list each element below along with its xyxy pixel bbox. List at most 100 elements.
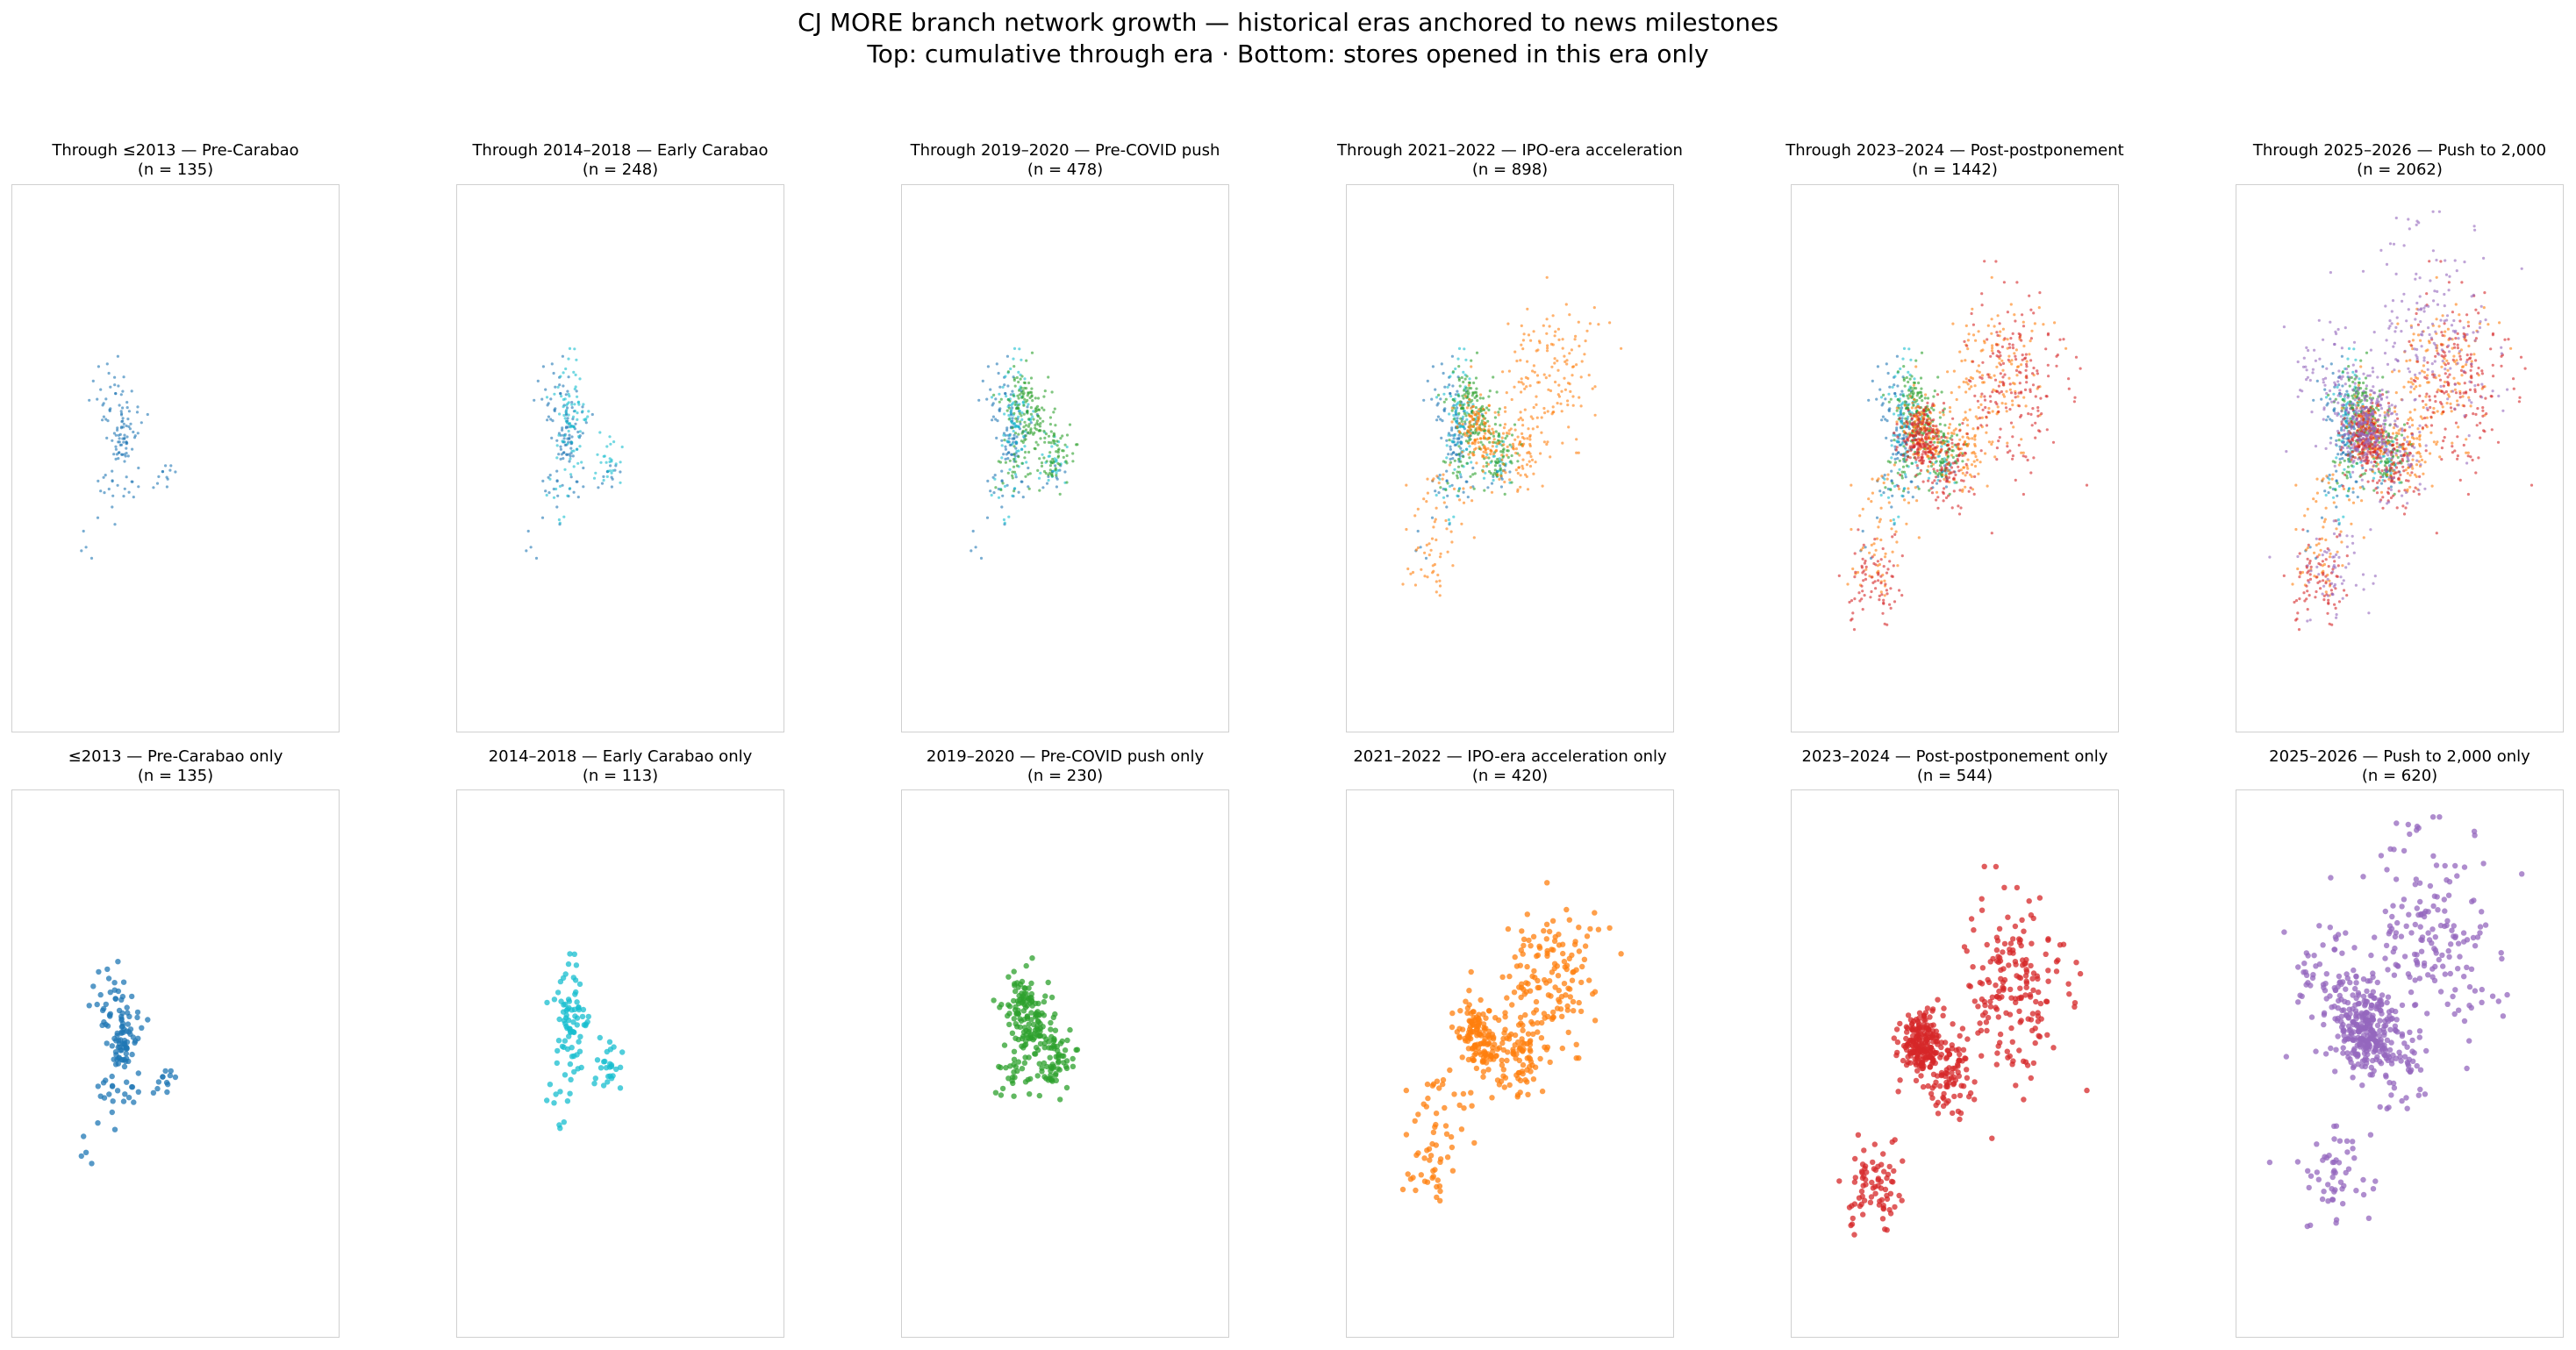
store-point	[1927, 415, 1930, 418]
store-point	[1896, 435, 1900, 439]
store-point	[1474, 406, 1478, 410]
store-point	[1470, 499, 1474, 503]
store-point	[1027, 487, 1031, 490]
store-point	[109, 407, 112, 411]
store-point	[2007, 354, 2011, 358]
store-point	[2465, 354, 2469, 357]
store-point	[2351, 438, 2354, 441]
store-point	[1430, 537, 1435, 540]
store-point	[1893, 432, 1896, 435]
store-point	[1932, 468, 1936, 471]
store-point	[2509, 346, 2513, 350]
store-point	[1999, 427, 2002, 431]
store-point	[2473, 389, 2477, 394]
store-point	[565, 404, 569, 407]
store-point	[2007, 342, 2011, 346]
store-point	[2416, 323, 2420, 326]
store-point	[1534, 461, 1537, 464]
store-point	[1519, 411, 1522, 414]
store-point	[2480, 369, 2484, 373]
store-point	[1528, 460, 1531, 463]
store-point	[2324, 396, 2329, 399]
store-point	[121, 406, 125, 410]
store-point	[2425, 392, 2429, 396]
store-point	[2334, 606, 2337, 611]
store-point	[2422, 472, 2425, 475]
store-point	[1406, 567, 1410, 571]
store-point	[2303, 514, 2307, 518]
store-point	[1466, 430, 1470, 433]
store-point	[1542, 406, 1546, 411]
store-point	[1047, 478, 1050, 482]
store-point	[1477, 412, 1480, 416]
store-point	[1883, 594, 1886, 597]
store-point	[104, 397, 108, 401]
store-point	[1450, 428, 1454, 432]
store-point	[1882, 491, 1885, 495]
store-point	[2454, 391, 2458, 395]
store-point	[1935, 425, 1938, 428]
store-point	[2332, 532, 2336, 536]
store-point	[1437, 491, 1441, 495]
store-point	[1904, 475, 1907, 479]
store-point	[1924, 393, 1928, 396]
store-point	[561, 354, 565, 358]
store-point	[2458, 382, 2461, 386]
store-point	[1889, 397, 1893, 401]
store-point	[1442, 400, 1446, 404]
store-point	[2407, 308, 2410, 311]
store-point	[1890, 456, 1893, 460]
store-point	[123, 460, 126, 463]
store-point	[1885, 436, 1888, 439]
store-point	[2324, 590, 2328, 594]
store-point	[1546, 346, 1549, 350]
store-point	[1452, 487, 1456, 491]
store-point	[1025, 461, 1028, 464]
store-point	[1893, 383, 1896, 387]
store-point	[2013, 352, 2016, 355]
store-point	[2403, 429, 2407, 432]
store-point	[1448, 463, 1451, 467]
store-point	[1921, 433, 1924, 437]
store-point	[80, 549, 83, 553]
store-point	[559, 375, 562, 378]
store-point	[1999, 363, 2002, 367]
store-point	[1458, 425, 1462, 428]
store-point	[2458, 319, 2462, 323]
store-point	[1985, 424, 1989, 427]
store-point	[1878, 594, 1881, 598]
store-point	[582, 485, 585, 489]
top-panel-frame-2	[456, 184, 784, 732]
store-point	[2367, 442, 2371, 446]
store-point	[1000, 444, 1004, 447]
store-point	[1515, 359, 1519, 363]
store-point	[1950, 441, 1954, 445]
store-point	[1911, 424, 1914, 427]
store-point	[2011, 457, 2014, 461]
store-point	[2006, 311, 2009, 314]
store-point	[1912, 414, 1915, 418]
store-point	[2390, 462, 2394, 467]
store-point	[1441, 477, 1444, 481]
store-point	[2296, 611, 2300, 615]
store-point	[1976, 399, 1979, 403]
store-point	[1925, 418, 1928, 422]
store-point	[1488, 431, 1492, 434]
bottom-panel-title-3: 2019–2020 — Pre-COVID push only (n = 230)	[872, 747, 1258, 786]
store-point	[1023, 386, 1027, 390]
store-point	[1937, 471, 1941, 475]
series-2-points	[990, 346, 1069, 525]
store-point	[2306, 529, 2309, 533]
store-point	[2282, 325, 2286, 329]
store-point	[1942, 499, 1945, 503]
store-point	[1506, 455, 1510, 460]
store-point	[1964, 377, 1968, 381]
store-point	[2328, 622, 2331, 625]
store-point	[1456, 476, 1459, 480]
store-point	[125, 442, 128, 446]
store-point	[1934, 475, 1938, 479]
store-point	[1880, 418, 1884, 422]
store-point	[2372, 476, 2376, 480]
store-point	[986, 479, 990, 483]
store-point	[1886, 473, 1890, 476]
